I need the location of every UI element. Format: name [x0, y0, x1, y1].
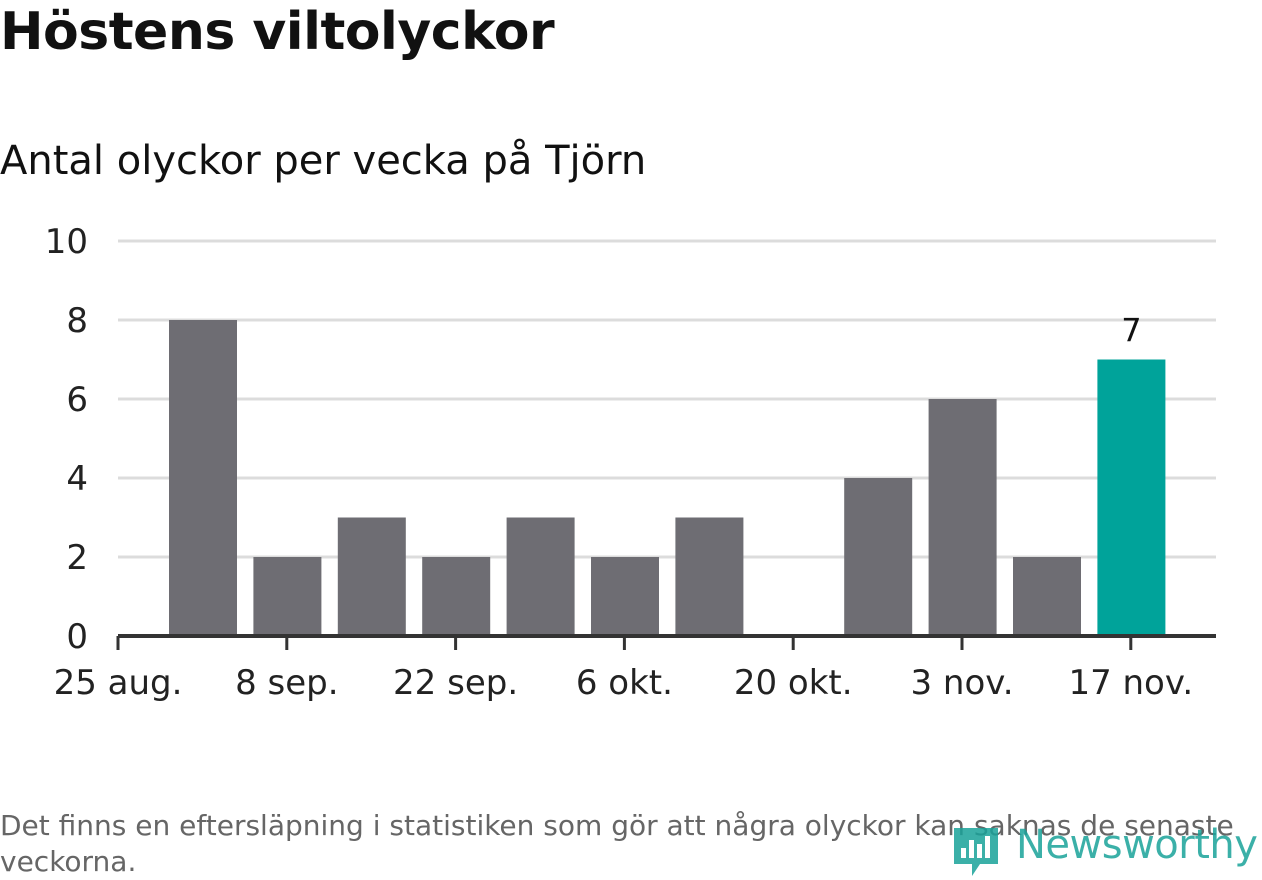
bar-chart: 0 2 4 6 8 10 25 aug. 8 sep. 22 sep. 6 okt. 20 okt…: [45, 222, 1216, 703]
footnote: Det finns en eftersläpning i statistiken…: [0, 809, 1234, 878]
newsworthy-logo: Newsworthy: [950, 822, 1258, 876]
chart-title: Höstens viltolyckor: [0, 2, 555, 62]
x-tick-label: 20 okt.: [734, 663, 853, 703]
y-tick-label: 2: [66, 538, 88, 578]
bars: [169, 320, 1166, 636]
y-axis-ticks: 0 2 4 6 8 10: [45, 222, 88, 657]
bar: [591, 557, 659, 636]
bar: [422, 557, 491, 636]
bar: [169, 320, 237, 636]
bar: [1013, 557, 1081, 636]
bar: [675, 517, 744, 636]
y-tick-label: 6: [66, 380, 88, 420]
logo-text: Newsworthy: [1016, 822, 1258, 868]
x-tick-label: 6 okt.: [576, 663, 673, 703]
y-tick-label: 8: [66, 301, 88, 341]
x-tick-label: 8 sep.: [235, 663, 338, 703]
y-tick-label: 0: [66, 617, 88, 657]
bar: [928, 399, 997, 636]
bar: [253, 557, 322, 636]
x-tick-label: 25 aug.: [54, 663, 183, 703]
chart-subtitle: Antal olyckor per vecka på Tjörn: [0, 138, 647, 184]
y-tick-label: 4: [66, 459, 88, 499]
bar: [506, 517, 575, 636]
x-axis-ticks: 25 aug. 8 sep. 22 sep. 6 okt. 20 okt. 3 nov. 1…: [54, 636, 1193, 703]
bar: [844, 478, 913, 636]
data-labels: 7: [1121, 312, 1141, 350]
y-tick-label: 10: [45, 222, 88, 262]
newsworthy-logo-icon: [954, 828, 998, 876]
bar: [337, 517, 406, 636]
gridlines: [118, 239, 1216, 559]
bar: [1097, 359, 1166, 636]
x-tick-label: 3 nov.: [910, 663, 1013, 703]
data-label: 7: [1121, 312, 1141, 350]
x-tick-label: 17 nov.: [1068, 663, 1193, 703]
x-tick-label: 22 sep.: [393, 663, 518, 703]
